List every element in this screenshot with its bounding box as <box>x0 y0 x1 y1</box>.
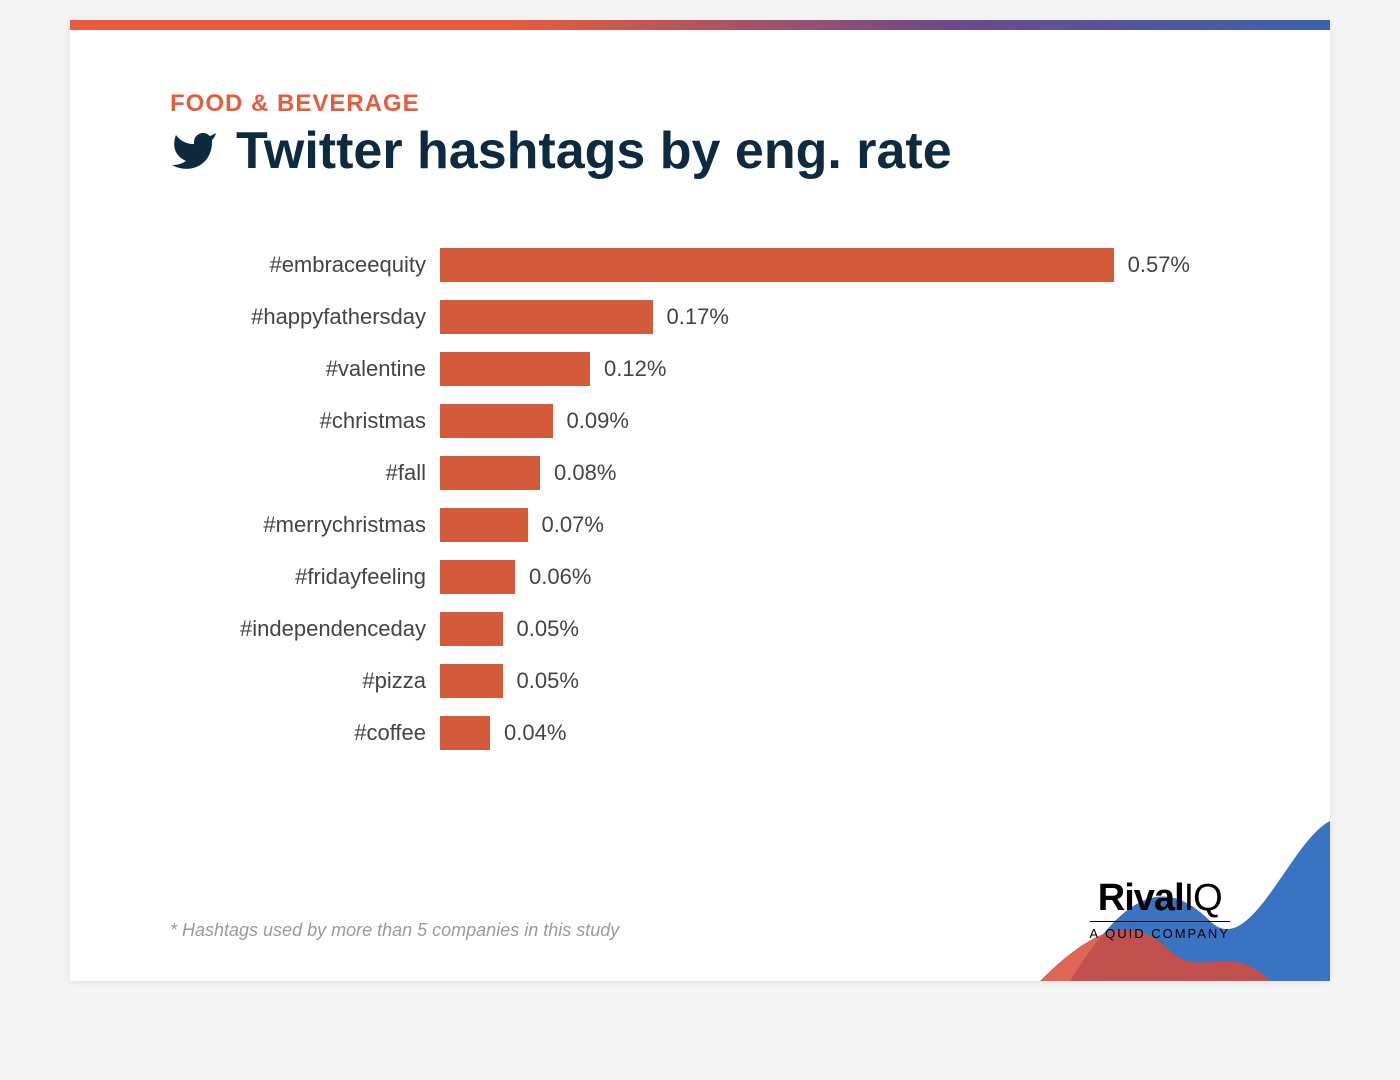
bar-label: #pizza <box>210 668 440 694</box>
bar-label: #happyfathersday <box>210 304 440 330</box>
bar-wrap: 0.08% <box>440 456 1190 490</box>
chart-row: #pizza 0.05% <box>210 655 1190 707</box>
report-card: FOOD & BEVERAGE Twitter hashtags by eng.… <box>70 20 1330 981</box>
chart-row: #valentine 0.12% <box>210 343 1190 395</box>
bar-wrap: 0.09% <box>440 404 1190 438</box>
chart-row: #fall 0.08% <box>210 447 1190 499</box>
logo-main: RivalIQ <box>1090 879 1230 917</box>
bar-value: 0.05% <box>503 616 579 642</box>
bar-wrap: 0.07% <box>440 508 1190 542</box>
bar-label: #embraceequity <box>210 252 440 278</box>
bar-wrap: 0.05% <box>440 664 1190 698</box>
bar-value: 0.57% <box>1114 252 1190 278</box>
bar <box>440 716 490 750</box>
bar-wrap: 0.17% <box>440 300 1190 334</box>
bar-value: 0.08% <box>540 460 616 486</box>
chart-row: #fridayfeeling 0.06% <box>210 551 1190 603</box>
bar <box>440 404 553 438</box>
bar-value: 0.05% <box>503 668 579 694</box>
category-label: FOOD & BEVERAGE <box>170 90 1230 118</box>
bar <box>440 508 528 542</box>
footnote-text: * Hashtags used by more than 5 companies… <box>170 920 619 941</box>
bar <box>440 352 590 386</box>
bar-value: 0.17% <box>653 304 729 330</box>
gradient-top-bar <box>70 20 1330 30</box>
chart-row: #merrychristmas 0.07% <box>210 499 1190 551</box>
chart-row: #christmas 0.09% <box>210 395 1190 447</box>
bar-label: #fridayfeeling <box>210 564 440 590</box>
chart-row: #coffee 0.04% <box>210 707 1190 759</box>
logo-text-bold: Rival <box>1098 877 1184 919</box>
bar <box>440 248 1114 282</box>
bar-wrap: 0.06% <box>440 560 1190 594</box>
chart-row: #happyfathersday 0.17% <box>210 291 1190 343</box>
chart-row: #independenceday 0.05% <box>210 603 1190 655</box>
content-area: FOOD & BEVERAGE Twitter hashtags by eng.… <box>70 30 1330 879</box>
bar-value: 0.07% <box>528 512 604 538</box>
bar-wrap: 0.04% <box>440 716 1190 750</box>
chart-row: #embraceequity 0.57% <box>210 239 1190 291</box>
logo-text-thin: IQ <box>1184 877 1222 919</box>
bar <box>440 612 503 646</box>
bar-label: #christmas <box>210 408 440 434</box>
logo-subtitle: A QUID COMPANY <box>1090 921 1230 941</box>
bar-value: 0.04% <box>490 720 566 746</box>
bar-wrap: 0.57% <box>440 248 1190 282</box>
twitter-icon <box>170 127 218 175</box>
bar <box>440 300 653 334</box>
chart-title: Twitter hashtags by eng. rate <box>236 124 952 179</box>
bar-chart: #embraceequity 0.57% #happyfathersday 0.17%… <box>170 239 1230 759</box>
rivaliq-logo: RivalIQ A QUID COMPANY <box>1090 879 1230 941</box>
title-row: Twitter hashtags by eng. rate <box>170 124 1230 179</box>
bar-label: #valentine <box>210 356 440 382</box>
bar-value: 0.06% <box>515 564 591 590</box>
bar-label: #independenceday <box>210 616 440 642</box>
bar-wrap: 0.12% <box>440 352 1190 386</box>
bar <box>440 664 503 698</box>
bar <box>440 456 540 490</box>
bar-label: #merrychristmas <box>210 512 440 538</box>
bar-value: 0.09% <box>553 408 629 434</box>
bar-label: #coffee <box>210 720 440 746</box>
bar-value: 0.12% <box>590 356 666 382</box>
footer: * Hashtags used by more than 5 companies… <box>70 879 1330 981</box>
bar-label: #fall <box>210 460 440 486</box>
bar-wrap: 0.05% <box>440 612 1190 646</box>
bar <box>440 560 515 594</box>
